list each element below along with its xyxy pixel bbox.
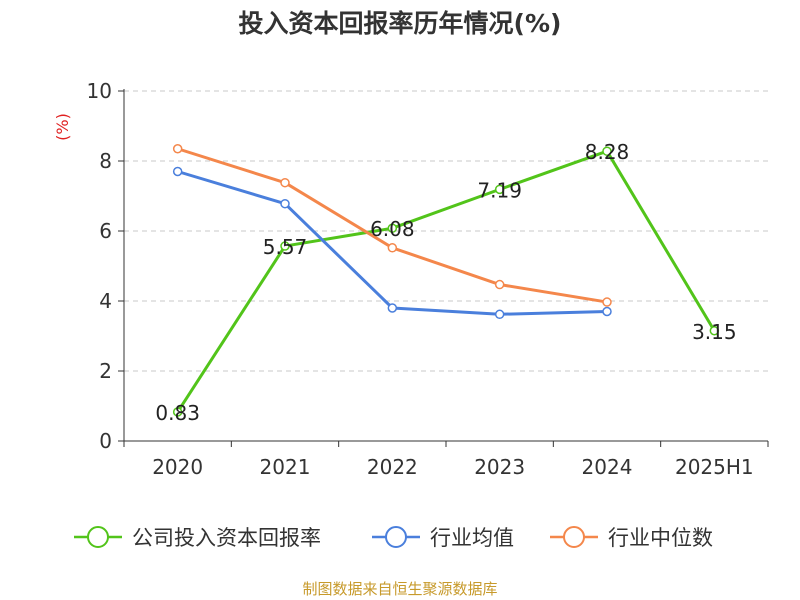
data-label: 8.28 (585, 140, 630, 164)
y-axis-label: (%) (53, 113, 72, 141)
legend-marker (563, 526, 585, 548)
y-tick-label: 0 (99, 429, 112, 453)
source-note: 制图数据来自恒生聚源数据库 (302, 580, 498, 598)
x-tick-label: 2025H1 (675, 455, 754, 479)
y-tick-label: 8 (99, 149, 112, 173)
y-tick-label: 4 (99, 289, 112, 313)
data-point (387, 303, 398, 313)
data-point (602, 306, 612, 317)
data-point (494, 184, 505, 195)
x-tick-label: 2024 (582, 455, 633, 479)
legend-label: 公司投入资本回报率 (132, 526, 321, 550)
legend-item: 公司投入资本回报率 (74, 526, 321, 550)
x-tick-label: 2022 (367, 455, 418, 479)
chart-title: 投入资本回报率历年情况(%) (238, 9, 562, 38)
data-label: 6.08 (370, 217, 415, 241)
legend-marker (87, 526, 109, 548)
y-tick-label: 2 (99, 359, 112, 383)
series-lines (172, 144, 720, 417)
y-tick-label: 10 (87, 79, 112, 103)
legend-item: 行业均值 (372, 526, 514, 550)
legend-label: 行业均值 (430, 526, 514, 550)
data-point (172, 144, 183, 154)
legend-item: 行业中位数 (550, 526, 713, 550)
data-point (602, 146, 612, 156)
y-tick-label: 6 (99, 219, 112, 243)
data-point (494, 309, 505, 320)
grid-lines (124, 90, 768, 372)
data-point (602, 297, 612, 307)
data-point (280, 198, 290, 209)
series-line (176, 149, 716, 413)
legend: 公司投入资本回报率 行业均值 行业中位数 (74, 526, 713, 550)
legend-marker (385, 526, 407, 548)
data-label: 0.83 (155, 401, 200, 425)
x-tick-label: 2020 (152, 455, 203, 479)
data-label: 3.15 (692, 320, 737, 344)
axes: 0 2 4 6 8 10 (%) 2020 2021 2022 2023 2024 2025H1 (53, 79, 769, 479)
data-point (172, 166, 183, 177)
data-point (280, 241, 290, 251)
data-point (280, 177, 290, 188)
data-label: 5.57 (263, 235, 308, 259)
legend-label: 行业中位数 (608, 526, 713, 550)
data-point (172, 407, 183, 417)
data-label: 7.19 (477, 178, 522, 202)
data-labels: 0.83 5.57 6.08 7.19 8.28 3.15 (155, 140, 736, 425)
data-point (709, 326, 720, 336)
x-tick-label: 2023 (474, 455, 525, 479)
data-point (494, 279, 505, 290)
data-point (387, 243, 398, 253)
x-tick-label: 2021 (260, 455, 311, 479)
data-point (387, 223, 398, 233)
